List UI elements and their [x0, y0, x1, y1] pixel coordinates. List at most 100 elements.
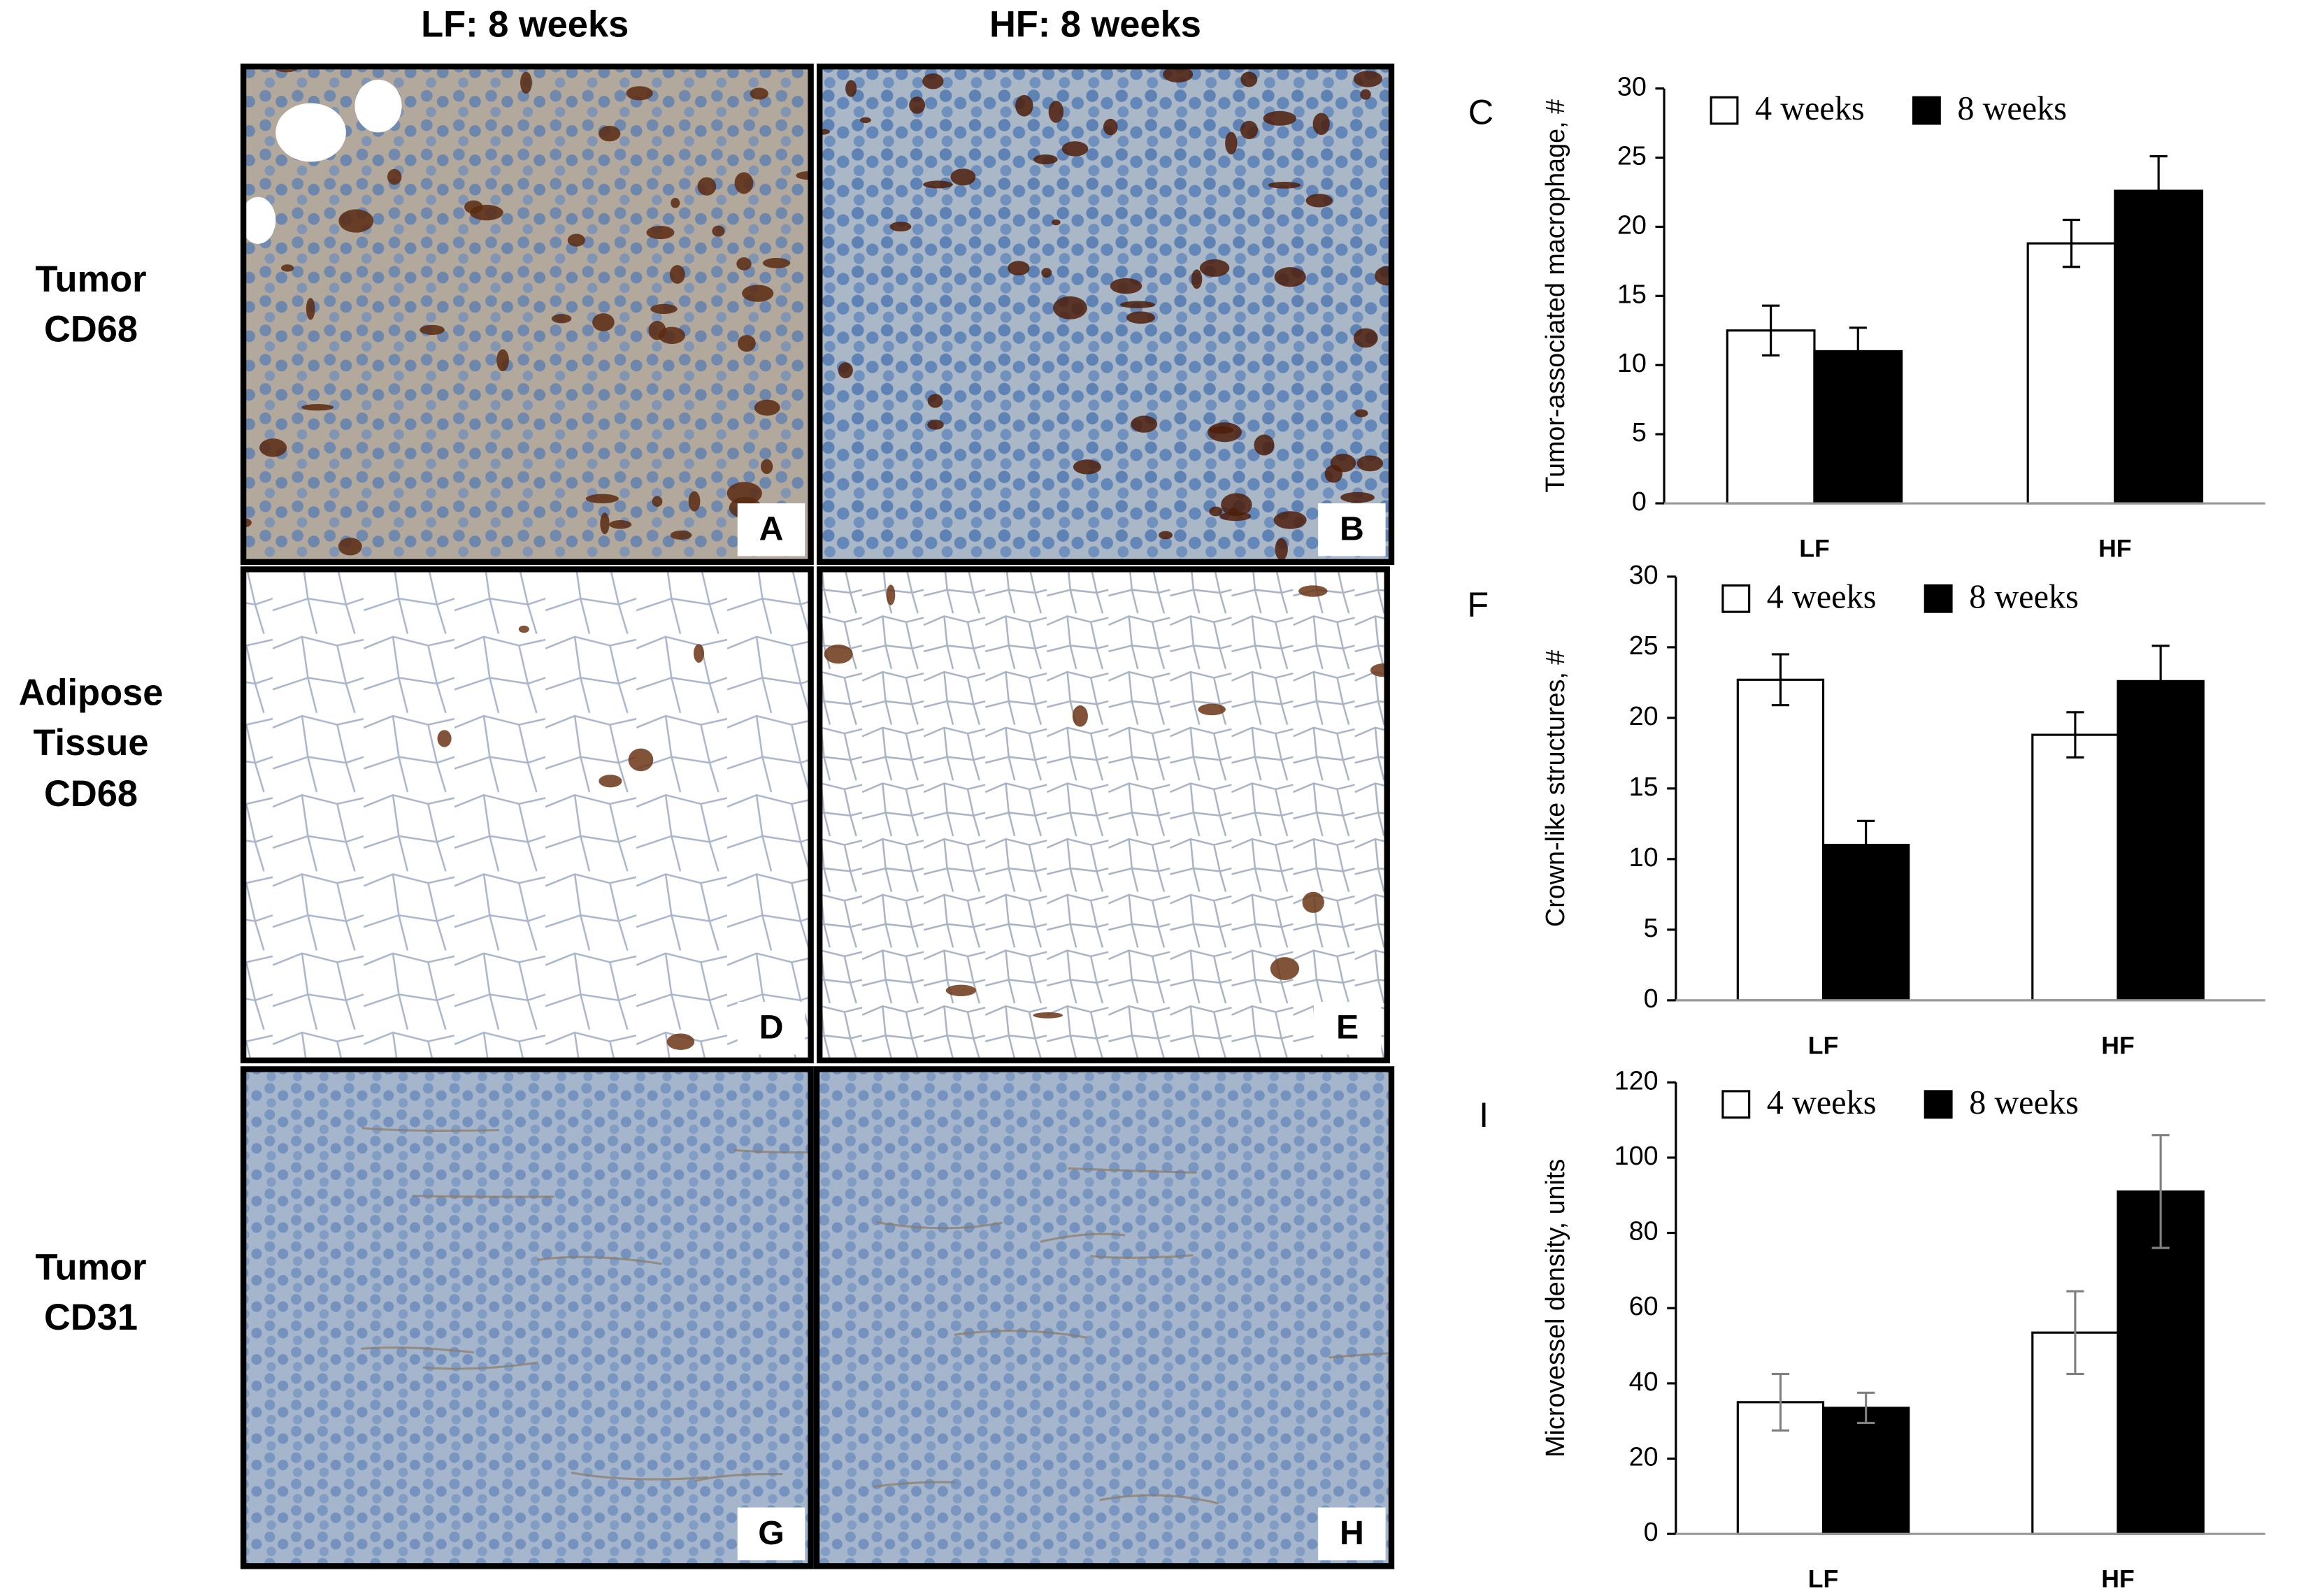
stain — [1051, 219, 1061, 226]
stain — [464, 200, 483, 214]
y-tick-label: 120 — [1614, 1065, 1659, 1095]
micrograph: H — [813, 1066, 1395, 1569]
fat-vacuole — [354, 80, 402, 133]
vessel — [361, 1126, 500, 1132]
micrograph-image — [816, 1069, 1391, 1567]
vessel — [422, 1361, 538, 1370]
panel-label: I — [1479, 1095, 1489, 1135]
micrograph-image — [819, 66, 1391, 562]
y-tick-label: 80 — [1629, 1216, 1659, 1246]
y-tick-label: 25 — [1617, 141, 1647, 170]
stain — [520, 71, 532, 94]
stain — [1061, 141, 1089, 157]
stain — [1053, 296, 1087, 319]
stain — [1375, 266, 1391, 286]
legend-label: 8 weeks — [1969, 578, 2079, 615]
micrograph: E — [816, 566, 1390, 1064]
stain — [628, 748, 654, 772]
stain — [592, 313, 615, 331]
y-tick-label: 5 — [1644, 913, 1659, 942]
row-label: CD68 — [44, 310, 138, 350]
stain — [280, 264, 294, 272]
stain — [301, 404, 334, 411]
stain — [609, 519, 632, 529]
stain — [650, 303, 678, 315]
stain — [742, 285, 774, 302]
stain — [1240, 71, 1258, 87]
stain — [693, 644, 705, 663]
panel-letter-box — [1318, 1507, 1386, 1560]
legend-label: 4 weeks — [1767, 578, 1877, 615]
vessel — [733, 1149, 811, 1153]
x-tick-label: LF — [1808, 1031, 1839, 1059]
stain — [567, 233, 585, 247]
row-label: CD68 — [44, 774, 138, 814]
stain — [750, 87, 768, 100]
stain — [761, 459, 773, 475]
stain — [1048, 101, 1064, 123]
stain — [1072, 705, 1088, 727]
row-label: Tumor — [35, 1248, 146, 1288]
panel-letter-box — [1318, 503, 1386, 556]
stain — [909, 96, 926, 114]
stain — [1221, 493, 1252, 517]
bar — [2026, 242, 2117, 505]
fat-vacuole — [275, 103, 346, 162]
stain — [626, 86, 653, 101]
legend-swatch — [1710, 96, 1739, 125]
stain — [669, 265, 685, 284]
stain — [1159, 531, 1173, 540]
y-tick-label: 40 — [1629, 1367, 1659, 1396]
stain — [1110, 278, 1143, 294]
legend-swatch — [1721, 584, 1751, 613]
stain — [1353, 328, 1378, 348]
bar — [1821, 1407, 1910, 1535]
stain — [1275, 538, 1288, 561]
stain — [1191, 269, 1203, 289]
stain — [1305, 194, 1333, 208]
tissue — [819, 569, 1387, 1061]
stain — [1354, 409, 1368, 417]
stain — [1198, 703, 1226, 716]
y-axis-label: Microvessel density, units — [1540, 1159, 1570, 1458]
tissue — [243, 1069, 811, 1567]
panel-letter-box — [737, 1001, 805, 1055]
legend-swatch — [1924, 584, 1953, 613]
stain — [551, 314, 572, 324]
stain — [726, 482, 762, 505]
stain — [1033, 1012, 1063, 1019]
stain — [734, 172, 754, 194]
stain — [1302, 891, 1324, 913]
bar — [2114, 189, 2204, 505]
panel-letter: H — [1340, 1514, 1364, 1552]
stain — [306, 298, 315, 320]
stain — [859, 117, 871, 124]
stain — [1225, 131, 1238, 154]
micrograph: A — [240, 63, 814, 566]
tissue — [243, 569, 811, 1061]
stain — [796, 171, 811, 180]
stain — [762, 257, 791, 268]
y-tick-label: 100 — [1614, 1141, 1659, 1170]
vessel — [1328, 1351, 1391, 1359]
vessel — [412, 1194, 554, 1198]
vessel — [873, 1481, 957, 1488]
stain — [1268, 182, 1301, 189]
vessel — [361, 1346, 474, 1354]
panel-label: F — [1467, 584, 1489, 624]
stain — [599, 775, 622, 788]
panel-border — [240, 63, 814, 566]
vessel — [694, 1472, 783, 1483]
y-tick-label: 60 — [1629, 1291, 1659, 1321]
stain — [1209, 506, 1223, 517]
stain — [1370, 663, 1387, 677]
legend-swatch — [1924, 1090, 1953, 1119]
micrograph-image — [243, 66, 811, 562]
stain — [666, 1033, 695, 1050]
panel-border — [816, 566, 1390, 1064]
vessel — [954, 1330, 1087, 1339]
panel-border — [240, 1066, 814, 1569]
stain — [518, 625, 529, 633]
stain — [1356, 455, 1384, 472]
stain — [1312, 113, 1330, 136]
